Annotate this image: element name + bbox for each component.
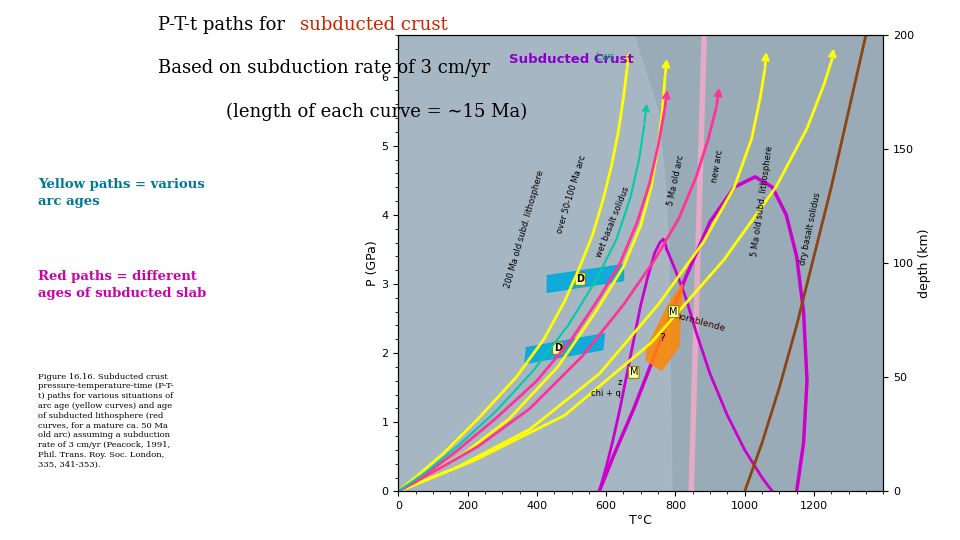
Ellipse shape: [611, 0, 781, 540]
Text: new arc: new arc: [709, 149, 724, 184]
Text: dry basalt solidus: dry basalt solidus: [799, 192, 823, 266]
Text: M: M: [669, 307, 678, 316]
Text: M: M: [630, 368, 638, 377]
Y-axis label: P (GPa): P (GPa): [366, 240, 379, 286]
Polygon shape: [646, 284, 683, 370]
Text: ?: ?: [660, 333, 665, 343]
Text: P-T-t paths for: P-T-t paths for: [158, 16, 291, 34]
Text: Red paths = different
ages of subducted slab: Red paths = different ages of subducted …: [38, 270, 206, 300]
Text: 5 Ma old arc: 5 Ma old arc: [665, 154, 685, 206]
Text: (length of each curve = ∼15 Ma): (length of each curve = ∼15 Ma): [226, 103, 527, 121]
Text: Subducted Crust: Subducted Crust: [509, 53, 634, 66]
Polygon shape: [398, 35, 672, 491]
Text: D: D: [576, 274, 585, 284]
Text: D: D: [554, 343, 562, 353]
Text: hornblende: hornblende: [674, 311, 726, 333]
Polygon shape: [547, 265, 623, 292]
Text: z: z: [618, 377, 622, 387]
Polygon shape: [525, 334, 605, 363]
Text: chi + q: chi + q: [591, 389, 621, 398]
Text: subducted crust: subducted crust: [300, 16, 448, 34]
Text: Yellow paths = various
arc ages: Yellow paths = various arc ages: [38, 178, 205, 208]
Text: Based on subduction rate of 3 cm/yr: Based on subduction rate of 3 cm/yr: [158, 59, 491, 77]
Text: wet basalt solidus: wet basalt solidus: [595, 185, 632, 259]
Text: Figure 16.16. Subducted crust
pressure-temperature-time (P-T-
t) paths for vario: Figure 16.16. Subducted crust pressure-t…: [38, 373, 174, 469]
Text: 200 Ma old subd. lithosphere: 200 Ma old subd. lithosphere: [504, 168, 546, 288]
Text: over 50-100 Ma arc: over 50-100 Ma arc: [555, 154, 588, 234]
Text: 5 Ma old subd. lithosphere: 5 Ma old subd. lithosphere: [750, 145, 774, 257]
Y-axis label: depth (km): depth (km): [918, 228, 931, 298]
Text: Lws: Lws: [596, 52, 614, 62]
X-axis label: T°C: T°C: [630, 514, 652, 527]
